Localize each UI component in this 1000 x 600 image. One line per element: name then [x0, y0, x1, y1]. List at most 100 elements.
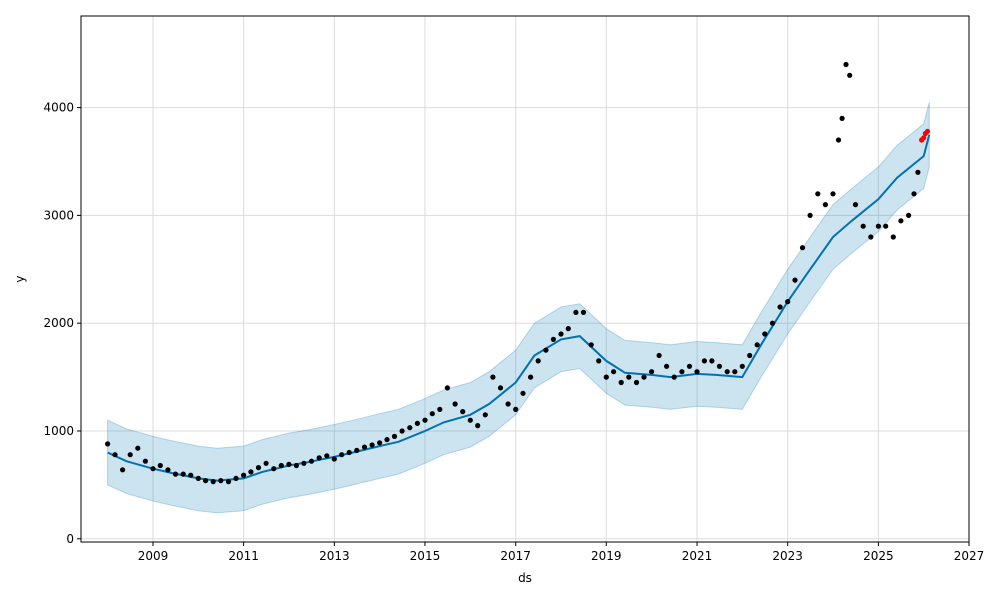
forecast-line — [107, 134, 931, 482]
observed-point — [835, 137, 842, 143]
x-axis-label: ds — [518, 571, 532, 585]
observed-point — [520, 390, 526, 396]
observed-point — [890, 234, 896, 240]
observed-point — [898, 218, 904, 224]
observed-point — [852, 202, 859, 208]
observed-point — [830, 191, 836, 197]
observed-point — [444, 385, 450, 391]
observed-point — [611, 369, 617, 375]
observed-point — [210, 479, 216, 485]
x-tick-label: 2027 — [954, 549, 985, 563]
observed-point — [868, 234, 874, 240]
x-tick-label: 2017 — [500, 549, 531, 563]
observed-point — [724, 369, 730, 375]
observed-point — [203, 478, 209, 484]
observed-point — [467, 417, 473, 423]
observed-point — [513, 406, 519, 412]
observed-point — [747, 352, 753, 359]
observed-point — [641, 374, 647, 380]
y-axis-label: y — [13, 275, 27, 282]
x-tick-label: 2013 — [319, 549, 350, 563]
observed-point — [799, 245, 806, 251]
future-point — [924, 128, 931, 134]
observed-point — [271, 466, 277, 472]
observed-point — [150, 466, 156, 472]
observed-point — [580, 309, 587, 315]
observed-point — [911, 191, 917, 197]
observed-point — [157, 462, 163, 469]
observed-point — [460, 409, 466, 415]
observed-point — [603, 374, 609, 380]
observed-point — [316, 455, 322, 461]
x-tick-label: 2021 — [682, 549, 713, 563]
observed-points — [105, 61, 921, 485]
observed-point — [241, 472, 247, 478]
y-tick-label: 4000 — [43, 101, 74, 115]
observed-point — [694, 369, 700, 375]
observed-point — [505, 401, 511, 407]
y-tick-label: 1000 — [43, 424, 74, 438]
observed-point — [860, 223, 866, 229]
observed-point — [543, 347, 549, 353]
observed-point — [550, 336, 557, 342]
observed-point — [739, 363, 745, 369]
observed-point — [391, 433, 398, 439]
uncertainty-band — [107, 102, 930, 514]
observed-point — [120, 467, 126, 473]
observed-point — [286, 461, 292, 467]
observed-point — [679, 369, 685, 375]
observed-point — [361, 444, 368, 450]
observed-point — [875, 223, 882, 229]
observed-point — [475, 423, 481, 429]
observed-point — [558, 331, 564, 337]
observed-point — [769, 320, 776, 326]
observed-point — [565, 326, 571, 332]
y-tick-label: 0 — [66, 532, 74, 546]
observed-point — [324, 453, 330, 459]
observed-point — [255, 465, 262, 471]
observed-point — [263, 460, 269, 466]
observed-point — [497, 385, 504, 391]
observed-point — [429, 411, 435, 417]
observed-point — [225, 479, 232, 485]
observed-point — [301, 460, 307, 466]
observed-point — [664, 363, 670, 369]
observed-point — [686, 363, 693, 369]
observed-point — [596, 358, 602, 364]
observed-point — [777, 304, 783, 310]
observed-point — [142, 458, 148, 464]
observed-point — [588, 342, 594, 348]
observed-point — [762, 331, 768, 337]
observed-point — [906, 212, 912, 218]
observed-point — [422, 417, 428, 423]
x-tick-label: 2023 — [772, 549, 803, 563]
observed-point — [172, 471, 179, 477]
observed-point — [112, 452, 118, 458]
observed-point — [915, 169, 921, 175]
observed-point — [135, 445, 141, 451]
x-tick-label: 2015 — [410, 549, 441, 563]
y-axis: 0 1000 2000 3000 4000 — [43, 101, 81, 546]
observed-point — [535, 358, 541, 364]
observed-point — [278, 462, 284, 469]
observed-point — [339, 452, 345, 458]
observed-point — [633, 379, 640, 386]
x-axis: 2009 2011 2013 2015 2017 2019 2021 2023 2025 2027 — [138, 542, 985, 563]
observed-point — [354, 447, 360, 453]
observed-point — [785, 299, 791, 305]
y-tick-label: 2000 — [43, 316, 74, 330]
observed-point — [384, 437, 390, 443]
observed-point — [407, 425, 413, 431]
observed-point — [218, 478, 224, 484]
x-tick-label: 2019 — [591, 549, 622, 563]
y-tick-label: 3000 — [43, 208, 74, 222]
observed-point — [437, 406, 443, 412]
observed-point — [815, 191, 821, 197]
observed-point — [656, 352, 662, 359]
observed-point — [346, 449, 352, 456]
observed-point — [331, 456, 337, 462]
observed-point — [293, 462, 299, 469]
observed-point — [847, 72, 853, 78]
observed-point — [482, 412, 488, 418]
